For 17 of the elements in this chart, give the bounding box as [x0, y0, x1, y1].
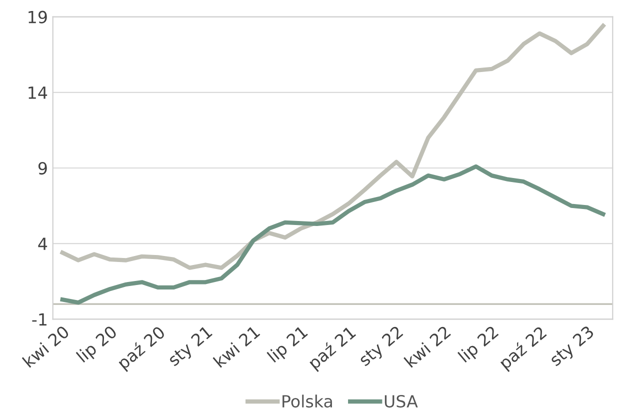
- x-tick-label: kwi 20: [22, 324, 70, 368]
- legend-label: Polska: [282, 394, 332, 408]
- y-tick-label: 19: [28, 10, 47, 24]
- line-series: [60, 164, 606, 305]
- y-tick-label: 4: [38, 238, 48, 250]
- y-tick-label: -1: [32, 313, 46, 326]
- x-tick-label: sty 23: [548, 325, 597, 369]
- x-tick-label: sty 21: [168, 325, 213, 367]
- x-tick-label: kwi 21: [212, 325, 260, 368]
- line-series: [60, 24, 606, 270]
- y-tick-label: 14: [28, 86, 48, 99]
- x-tick-label: lip 21: [266, 325, 310, 366]
- y-tick-label: 9: [38, 162, 47, 175]
- x-tick-label: lip 20: [76, 324, 120, 366]
- x-tick-label: lip 22: [458, 325, 501, 366]
- legend-label: USA: [384, 394, 418, 408]
- x-tick-label: kwi 22: [404, 325, 451, 368]
